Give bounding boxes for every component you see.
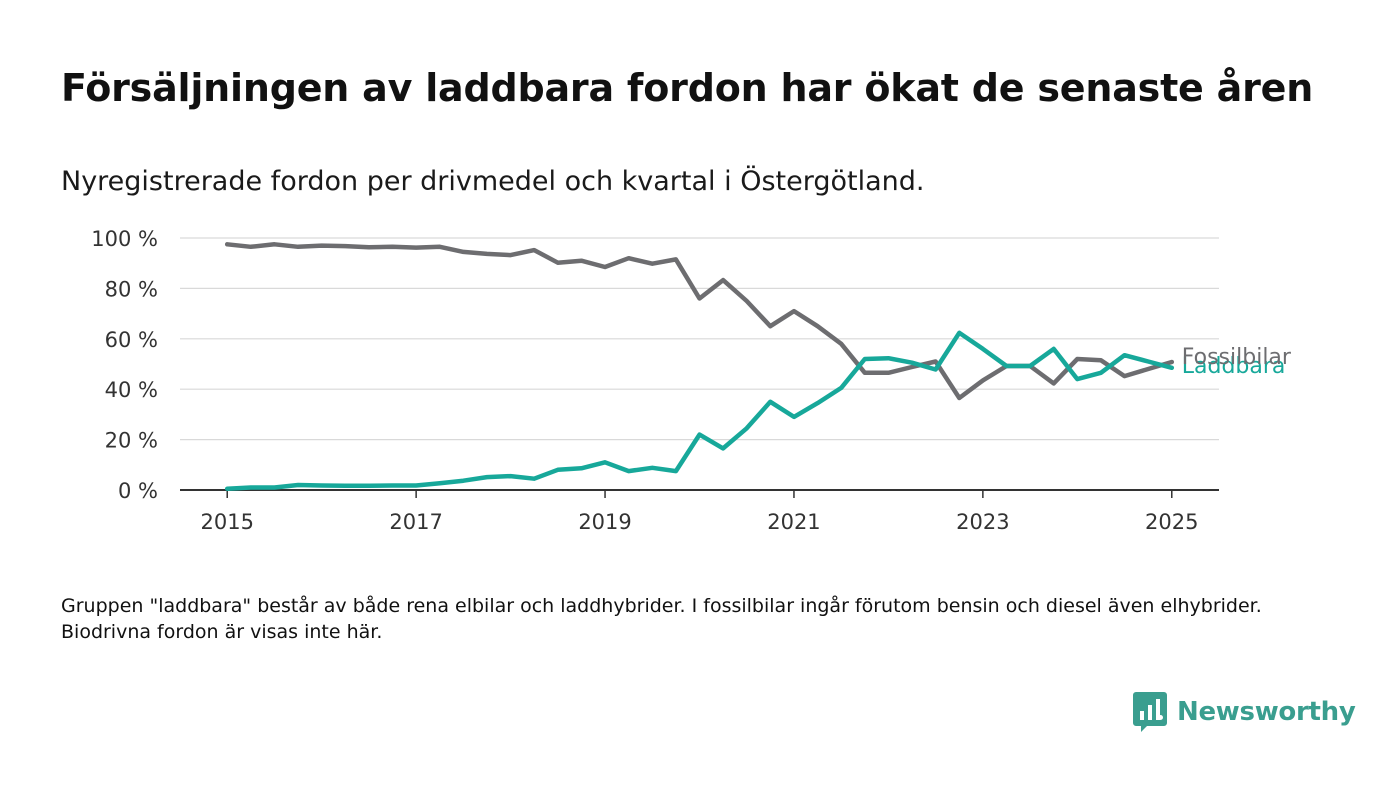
chart-subtitle: Nyregistrerade fordon per drivmedel och … [61, 166, 925, 197]
series-label-fossilbilar: Fossilbilar [1182, 345, 1292, 370]
gridlines [180, 237, 1219, 441]
y-tick-label: 40 % [105, 378, 158, 402]
x-tick-label: 2017 [389, 510, 442, 534]
x-tick-label: 2025 [1145, 510, 1198, 534]
y-tick-label: 0 % [118, 479, 158, 503]
x-tick-label: 2021 [767, 510, 820, 534]
y-tick-label: 20 % [105, 429, 158, 453]
brand-name: Newsworthy [1177, 697, 1356, 727]
y-tick-label: 60 % [105, 328, 158, 352]
newsworthy-logo[interactable]: Newsworthy [1133, 692, 1356, 732]
y-tick-label: 100 % [91, 227, 158, 251]
series-lines [224, 242, 1175, 491]
axes: 0 % 20 % 40 % 60 % 80 % 100 % 2015 2017 2019 2021… [91, 227, 1219, 534]
x-tick-label: 2015 [201, 510, 254, 534]
series-line-fossilbilar [224, 242, 1175, 401]
series-line-laddbara [224, 330, 1175, 491]
footnote: Gruppen "laddbara" består av både rena e… [61, 595, 1262, 643]
series-label-laddbara: Laddbara [1182, 354, 1286, 379]
x-tick-label: 2023 [956, 510, 1009, 534]
x-tick-label: 2019 [578, 510, 631, 534]
bar-chart-speech-bubble-icon [1133, 692, 1167, 732]
chart-title: Försäljningen av laddbara fordon har öka… [61, 66, 1314, 110]
y-tick-label: 80 % [105, 277, 158, 301]
